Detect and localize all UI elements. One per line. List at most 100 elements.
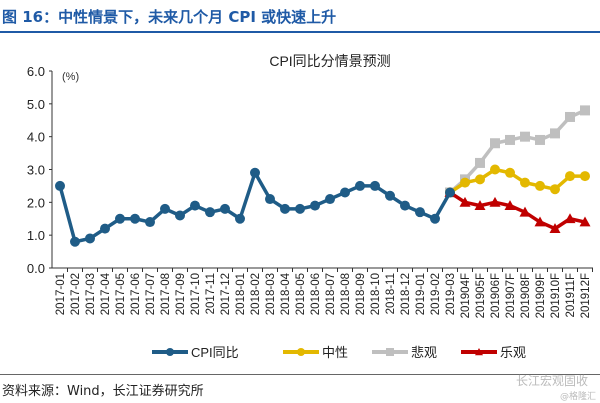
- x-tick-label: 2018-11: [385, 273, 397, 314]
- data-point-0: [130, 213, 140, 224]
- data-point-1: [520, 177, 530, 188]
- series-line-0: [58, 171, 452, 244]
- y-axis-unit: (%): [62, 71, 79, 83]
- data-point-0: [445, 187, 455, 198]
- watermark-logo: 长江宏观固收: [515, 374, 588, 388]
- data-point-3: [579, 216, 591, 227]
- source-divider: [0, 374, 600, 375]
- series-line-3: [449, 191, 586, 231]
- data-point-0: [85, 233, 95, 244]
- x-tick-label: 2017-05: [115, 273, 127, 315]
- data-point-0: [280, 203, 290, 214]
- x-tick-label: 2017-12: [220, 273, 232, 315]
- data-point-0: [340, 187, 350, 198]
- x-tick-label: 2017-06: [130, 273, 142, 315]
- data-point-2: [475, 157, 485, 168]
- x-tick-label: 2017-08: [160, 273, 172, 315]
- legend-label-2: 悲观: [411, 345, 437, 360]
- data-point-2: [535, 134, 545, 145]
- x-tick-label: 201911F: [565, 273, 577, 318]
- data-point-0: [115, 213, 125, 224]
- y-tick-label: 1.0: [27, 228, 45, 243]
- x-tick-label: 2018-12: [400, 273, 412, 315]
- x-tick-label: 2017-11: [205, 273, 217, 314]
- series-line-2: [448, 108, 586, 194]
- data-point-0: [355, 180, 365, 191]
- x-tick-label: 201910F: [550, 273, 562, 318]
- data-point-2: [386, 348, 394, 356]
- series-line-1: [449, 167, 585, 194]
- x-tick-label: 2018-10: [370, 273, 382, 315]
- y-tick-label: 2.0: [27, 195, 45, 210]
- watermark-handle: @格隆汇: [559, 392, 596, 402]
- x-tick-label: 2018-06: [310, 273, 322, 315]
- data-point-0: [385, 190, 395, 201]
- x-tick-label: 201912F: [580, 273, 592, 318]
- data-point-3: [459, 196, 471, 207]
- x-tick-label: 201908F: [520, 273, 532, 318]
- data-point-2: [550, 128, 560, 139]
- data-point-3: [474, 200, 486, 211]
- data-point-1: [297, 348, 305, 356]
- data-point-1: [550, 184, 560, 195]
- data-point-0: [310, 200, 320, 211]
- x-tick-label: 201904F: [460, 273, 472, 318]
- data-point-0: [55, 180, 65, 191]
- data-point-0: [265, 194, 275, 205]
- x-tick-label: 2017-01: [55, 273, 67, 315]
- data-point-0: [250, 167, 260, 178]
- x-tick-label: 201905F: [475, 273, 487, 318]
- data-point-0: [415, 207, 425, 218]
- x-tick-label: 2018-05: [295, 273, 307, 315]
- legend-label-3: 乐观: [500, 345, 526, 360]
- data-point-1: [565, 171, 575, 182]
- x-tick-label: 2017-03: [85, 273, 97, 315]
- x-tick-label: 2018-07: [325, 273, 337, 315]
- data-point-0: [370, 180, 380, 191]
- data-point-0: [190, 200, 200, 211]
- data-point-2: [490, 138, 500, 149]
- x-tick-label: 2018-01: [235, 273, 247, 315]
- x-tick-label: 2019-01: [415, 273, 427, 315]
- data-point-3: [549, 223, 561, 233]
- x-tick-label: 2018-09: [355, 273, 367, 315]
- y-tick-label: 5.0: [27, 97, 45, 112]
- data-point-3: [475, 348, 483, 356]
- y-tick-label: 6.0: [27, 64, 45, 79]
- data-point-0: [145, 217, 155, 228]
- data-point-0: [160, 203, 170, 214]
- x-tick-label: 2017-10: [190, 273, 202, 315]
- y-tick-label: 4.0: [27, 130, 45, 145]
- data-point-0: [166, 348, 174, 356]
- data-point-2: [580, 105, 590, 116]
- x-tick-label: 2017-07: [145, 273, 157, 315]
- x-tick-label: 2018-04: [280, 272, 292, 315]
- data-point-1: [475, 174, 485, 185]
- data-point-1: [490, 164, 500, 175]
- legend-label-0: CPI同比: [191, 345, 239, 360]
- x-tick-label: 2019-03: [445, 273, 457, 315]
- x-tick-label: 2017-02: [70, 273, 82, 315]
- title-divider: [0, 31, 600, 33]
- data-point-0: [70, 236, 80, 247]
- data-point-1: [535, 180, 545, 191]
- y-tick-label: 3.0: [27, 163, 45, 178]
- data-point-3: [504, 200, 516, 211]
- data-point-2: [505, 134, 515, 145]
- x-tick-label: 2018-08: [340, 273, 352, 315]
- data-point-0: [220, 203, 230, 214]
- data-point-1: [505, 167, 515, 178]
- data-point-0: [325, 194, 335, 205]
- data-point-3: [489, 196, 501, 207]
- data-point-0: [430, 213, 440, 224]
- data-point-1: [580, 171, 590, 182]
- x-tick-label: 2017-04: [100, 272, 112, 315]
- y-tick-label: 0.0: [27, 261, 45, 276]
- data-point-2: [565, 111, 575, 122]
- x-tick-label: 201909F: [535, 273, 547, 318]
- data-point-1: [460, 177, 470, 188]
- legend-label-1: 中性: [322, 345, 348, 360]
- x-tick-label: 201907F: [505, 273, 517, 318]
- data-point-0: [100, 223, 110, 234]
